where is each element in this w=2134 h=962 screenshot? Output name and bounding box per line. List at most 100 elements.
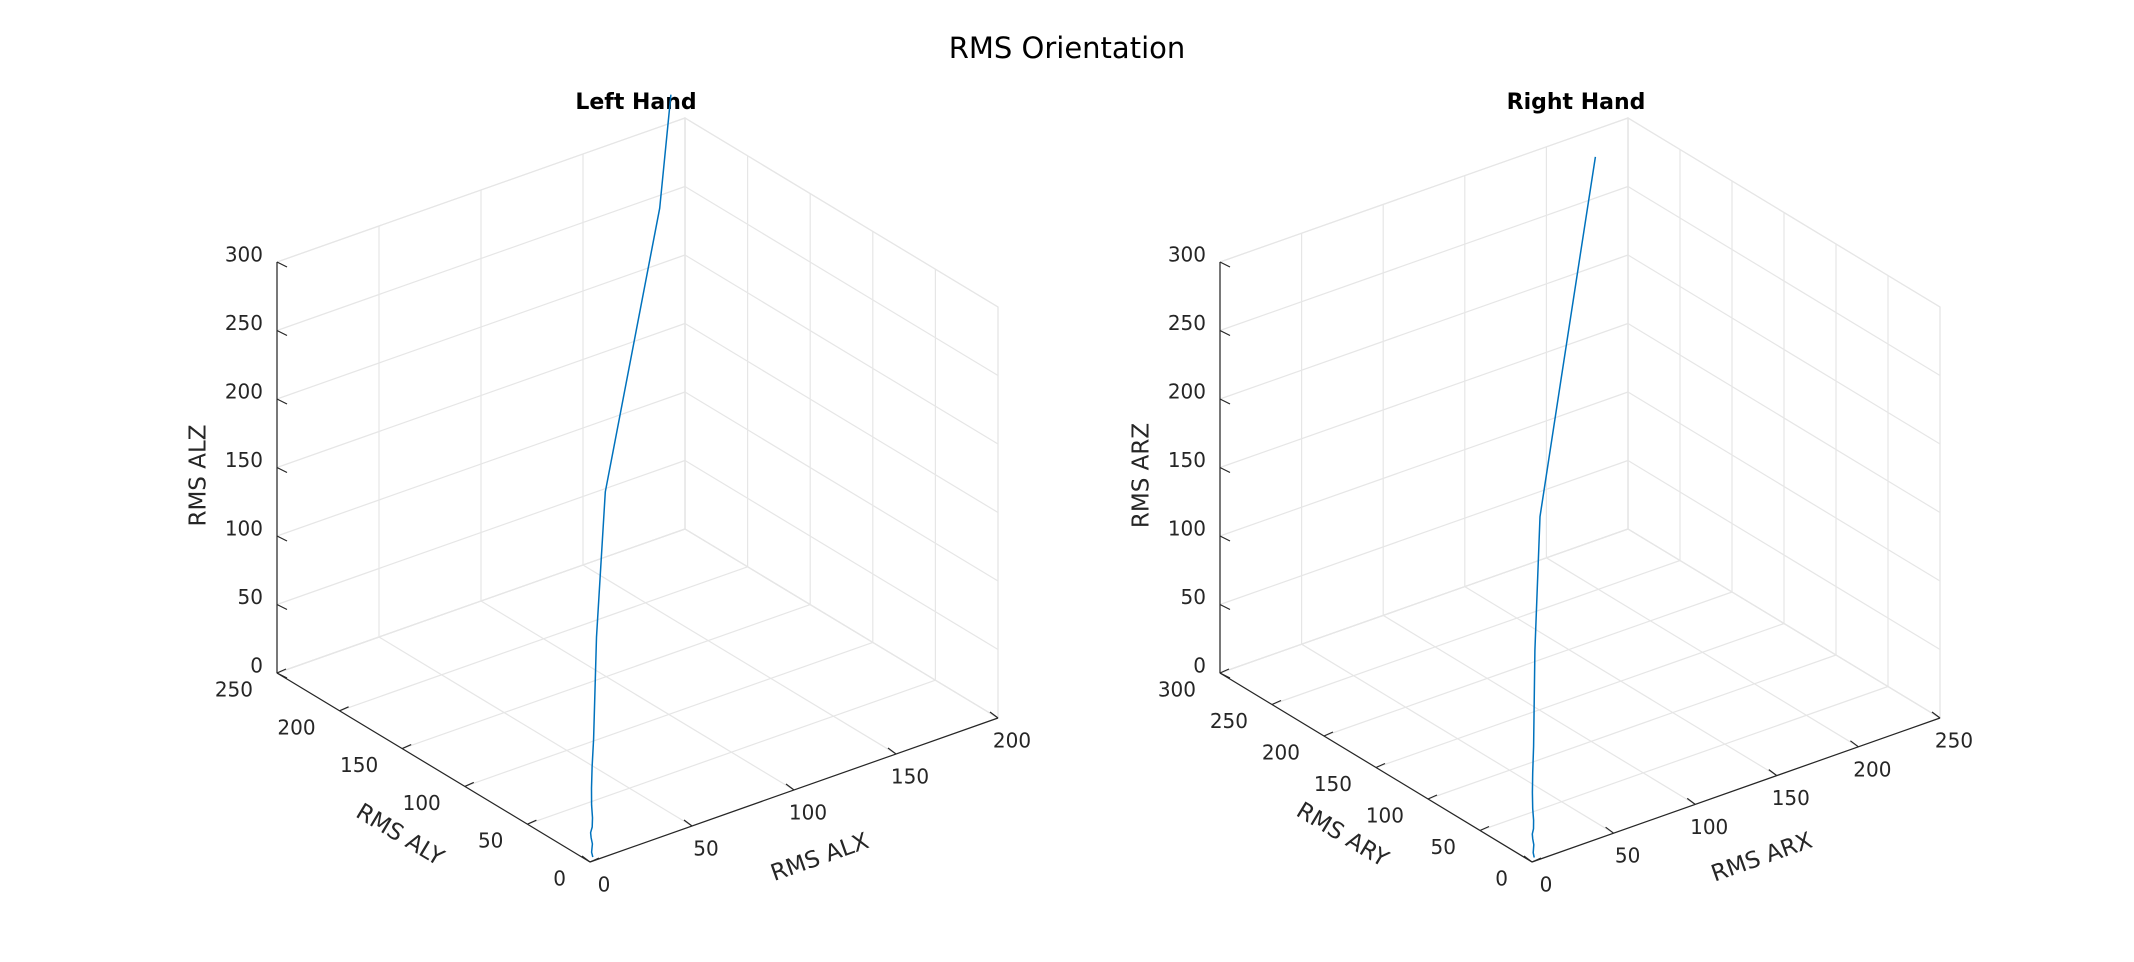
- z-axis-label: RMS ARZ: [1129, 423, 1155, 528]
- z-tick-mark: [276, 466, 288, 474]
- z-tick-label: 200: [225, 380, 263, 404]
- z-tick-label: 250: [225, 311, 263, 335]
- grid-line-z: [1219, 459, 1629, 606]
- z-tick-mark: [1219, 329, 1231, 337]
- y-tick-mark: [1323, 731, 1334, 737]
- grid-line-z: [1219, 322, 1629, 469]
- x-tick-label: 100: [789, 801, 827, 825]
- y-tick-label: 50: [1431, 835, 1456, 859]
- x-tick-mark: [1768, 769, 1778, 777]
- series-line: [1531, 156, 1597, 858]
- grid-line-z: [1219, 528, 1629, 674]
- y-tick-mark: [1479, 825, 1490, 832]
- z-tick-label: 300: [225, 243, 263, 267]
- grid-line-z: [276, 185, 686, 332]
- y-tick-mark: [401, 744, 412, 750]
- y-tick-label: 50: [478, 829, 503, 853]
- grid-line-z: [276, 391, 686, 537]
- y-tick-mark: [527, 819, 537, 825]
- x-tick-label: 150: [1772, 786, 1810, 810]
- z-tick-label: 0: [250, 654, 263, 678]
- y-tick-label: 100: [403, 791, 441, 815]
- grid-line-x: [378, 636, 693, 827]
- x-tick-mark: [887, 747, 897, 755]
- y-tick-mark: [1219, 668, 1230, 674]
- grid-line-x: [582, 564, 897, 755]
- grid-line-z: [684, 254, 999, 445]
- x-tick-label: 150: [891, 765, 929, 789]
- x-tick-mark: [683, 819, 693, 827]
- y-tick-label: 200: [1262, 741, 1300, 765]
- grid-line-z: [1627, 185, 1941, 377]
- x-tick-mark: [989, 711, 999, 719]
- y-tick-label: 150: [1314, 772, 1352, 796]
- grid-line-z: [684, 528, 999, 719]
- grid-line-z: [684, 391, 999, 582]
- grid-line-z: [276, 459, 686, 606]
- y-tick-mark: [464, 781, 475, 787]
- grid-line-y: [1271, 559, 1681, 706]
- z-tick-label: 300: [1168, 243, 1206, 267]
- x-tick-label: 100: [1690, 815, 1728, 839]
- grid-line-z: [276, 117, 686, 263]
- grid-line-z: [684, 117, 999, 308]
- grid-line-z: [1219, 185, 1629, 332]
- y-tick-label: 0: [1495, 867, 1508, 891]
- z-tick-label: 100: [225, 517, 263, 541]
- z-tick-mark: [276, 672, 288, 679]
- z-tick-mark: [276, 535, 288, 542]
- x-tick-mark: [1931, 711, 1941, 719]
- x-tick-label: 0: [598, 873, 611, 897]
- y-tick-mark: [1375, 762, 1386, 769]
- grid-line-y: [1427, 654, 1837, 800]
- grid-line-y: [527, 679, 936, 825]
- grid-line-x: [480, 600, 795, 791]
- y-tick-label: 250: [215, 678, 253, 702]
- z-tick-label: 150: [1168, 448, 1206, 472]
- z-tick-mark: [276, 329, 288, 337]
- x-tick-mark: [1605, 826, 1614, 834]
- y-axis-line: [276, 672, 591, 863]
- z-tick-mark: [1219, 672, 1231, 679]
- x-tick-label: 250: [1935, 729, 1973, 753]
- grid-line-z: [1219, 391, 1629, 537]
- grid-line-z: [1627, 459, 1941, 651]
- grid-line-y: [1323, 591, 1733, 737]
- y-tick-mark: [1427, 794, 1438, 800]
- grid-line-z: [276, 254, 686, 400]
- x-tick-label: 200: [1853, 757, 1891, 781]
- z-tick-mark: [1219, 603, 1231, 611]
- x-axis-label: RMS ALX: [767, 828, 872, 887]
- y-tick-mark: [1271, 699, 1282, 706]
- x-tick-mark: [1686, 797, 1696, 805]
- y-tick-label: 0: [553, 867, 566, 891]
- grid-line-z: [276, 528, 686, 674]
- grid-line-z: [1219, 117, 1629, 263]
- grid-line-y: [402, 604, 811, 750]
- grid-line-z: [684, 322, 999, 514]
- left-hand-plot: 0501001502000501001502002500501001502002…: [186, 90, 1032, 897]
- grid-line-y: [339, 566, 748, 712]
- z-tick-mark: [276, 398, 288, 405]
- plot-title: Left Hand: [575, 90, 696, 115]
- z-tick-mark: [276, 603, 288, 611]
- x-tick-mark: [581, 855, 591, 863]
- z-tick-label: 50: [1181, 585, 1206, 609]
- x-tick-label: 50: [693, 837, 718, 861]
- z-tick-label: 0: [1193, 654, 1206, 678]
- right-hand-plot: 0501001502002500501001502002503000501001…: [1129, 90, 1974, 897]
- x-tick-mark: [785, 783, 795, 791]
- y-tick-label: 100: [1366, 804, 1404, 828]
- grid-line-z: [276, 322, 686, 469]
- plot-title: Right Hand: [1507, 90, 1646, 115]
- z-axis-label: RMS ALZ: [186, 424, 212, 526]
- y-tick-mark: [1531, 857, 1542, 863]
- z-tick-label: 100: [1168, 517, 1206, 541]
- z-tick-label: 250: [1168, 311, 1206, 335]
- x-tick-mark: [1523, 855, 1533, 863]
- grid-line-z: [684, 185, 999, 377]
- y-tick-label: 250: [1210, 709, 1248, 733]
- z-tick-mark: [1219, 535, 1231, 542]
- grid-line-z: [684, 459, 999, 651]
